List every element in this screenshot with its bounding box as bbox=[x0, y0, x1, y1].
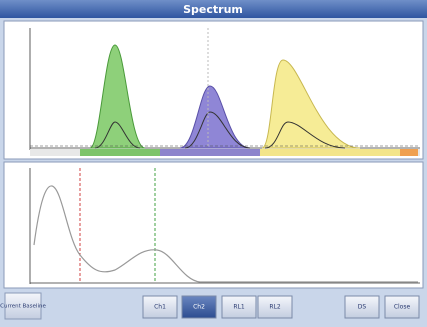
toolbar-button[interactable] bbox=[181, 295, 217, 319]
button-label: Ch1 bbox=[154, 304, 166, 311]
button-label: RL2 bbox=[269, 304, 281, 311]
title-bar bbox=[0, 0, 427, 18]
chromatogram bbox=[29, 28, 420, 156]
button-label: RL1 bbox=[233, 304, 245, 311]
toolbar-button[interactable] bbox=[384, 295, 420, 319]
toolbar-button[interactable] bbox=[257, 295, 293, 319]
spectrum-plot bbox=[29, 168, 420, 284]
toolbar-button[interactable] bbox=[344, 295, 380, 319]
button-label: Close bbox=[394, 304, 411, 311]
toolbar-button[interactable] bbox=[221, 295, 257, 319]
baseline-label: Current Baseline bbox=[0, 304, 46, 310]
button-label: DS bbox=[358, 304, 367, 311]
toolbar-button[interactable] bbox=[142, 295, 178, 319]
window-title: Spectrum bbox=[183, 3, 243, 16]
spectrum-panel bbox=[3, 161, 424, 289]
button-label: Ch2 bbox=[193, 304, 205, 311]
baseline-box[interactable] bbox=[4, 292, 42, 320]
